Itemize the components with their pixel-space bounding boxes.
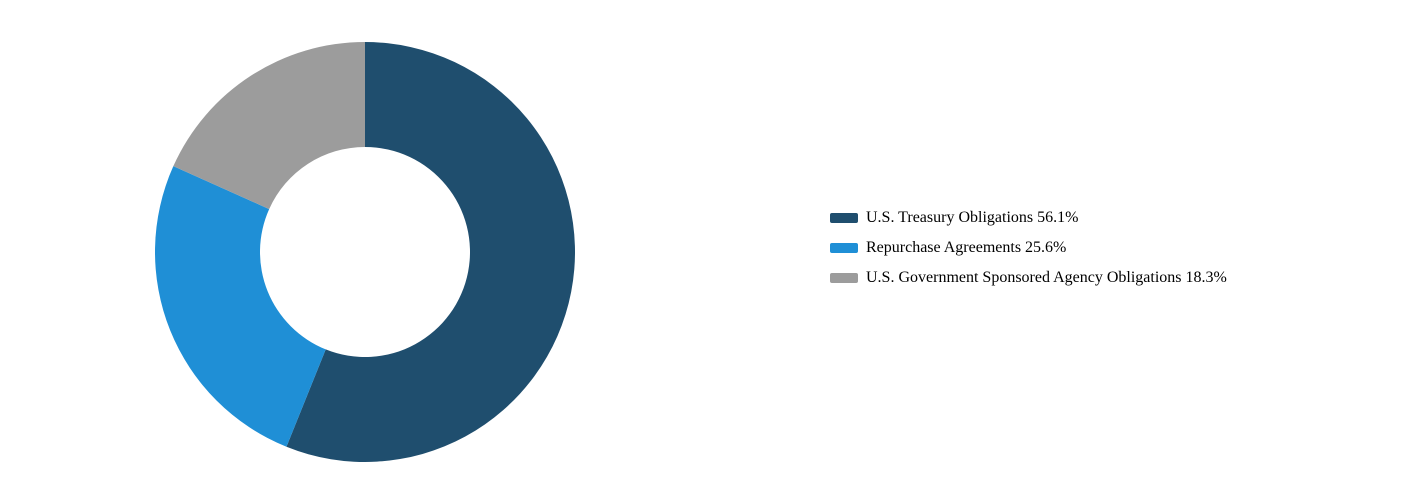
legend-label-1: Repurchase Agreements 25.6% xyxy=(866,239,1066,257)
legend: U.S. Treasury Obligations 56.1% Repurchas… xyxy=(830,209,1227,287)
legend-swatch-0 xyxy=(830,213,858,223)
legend-label-0: U.S. Treasury Obligations 56.1% xyxy=(866,209,1078,227)
legend-item-1: Repurchase Agreements 25.6% xyxy=(830,239,1227,257)
legend-item-2: U.S. Government Sponsored Agency Obligat… xyxy=(830,269,1227,287)
donut-chart xyxy=(153,40,577,469)
donut-svg xyxy=(153,40,577,464)
legend-swatch-1 xyxy=(830,243,858,253)
legend-item-0: U.S. Treasury Obligations 56.1% xyxy=(830,209,1227,227)
legend-swatch-2 xyxy=(830,273,858,283)
donut-slice-1 xyxy=(155,166,326,447)
legend-label-2: U.S. Government Sponsored Agency Obligat… xyxy=(866,269,1227,287)
